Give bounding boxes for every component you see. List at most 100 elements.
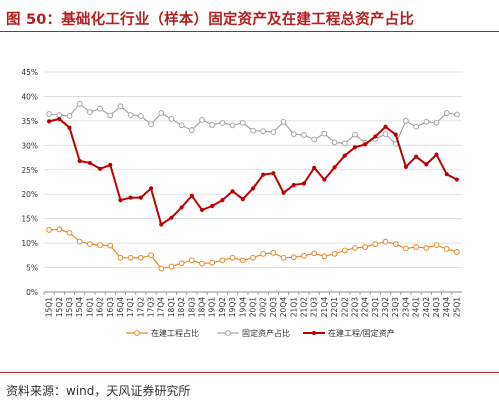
title-underline: [0, 31, 499, 32]
x-tick-label: 18Q1: [167, 297, 176, 317]
data-point-1: [260, 128, 267, 135]
data-point-2: [128, 195, 133, 200]
data-point-2: [352, 145, 358, 150]
data-point-1: [413, 123, 420, 130]
data-point-1: [137, 113, 144, 119]
legend-swatch-marker: [311, 330, 317, 336]
x-tick-label: 19Q1: [208, 297, 217, 317]
data-point-2: [383, 124, 388, 129]
data-point-0: [127, 254, 134, 261]
data-point-2: [454, 177, 460, 182]
data-point-1: [46, 111, 52, 117]
x-tick-label: 21Q1: [289, 297, 298, 317]
data-point-2: [271, 171, 276, 176]
data-point-1: [250, 127, 256, 134]
x-tick-label: 16Q2: [96, 297, 105, 317]
legend-swatch-marker: [225, 330, 231, 336]
data-point-1: [199, 117, 205, 123]
x-tick-label: 19Q4: [238, 297, 247, 317]
data-point-0: [86, 241, 93, 247]
data-point-1: [229, 122, 236, 129]
data-point-1: [97, 105, 103, 112]
x-tick-label: 20Q4: [279, 297, 288, 317]
legend-label: 在建工程/固定资产: [328, 328, 395, 338]
y-tick-label: 15%: [21, 215, 38, 224]
data-point-0: [392, 241, 399, 247]
y-tick-label: 0%: [26, 288, 38, 297]
x-tick-label: 17Q2: [136, 297, 145, 317]
data-point-1: [311, 136, 318, 143]
data-point-1: [270, 129, 277, 136]
data-point-1: [443, 110, 450, 116]
data-point-1: [433, 119, 440, 126]
x-tick-label: 16Q4: [116, 297, 125, 317]
data-point-0: [311, 250, 318, 257]
data-point-1: [423, 118, 430, 125]
data-point-2: [444, 172, 449, 177]
data-point-1: [382, 131, 389, 137]
data-point-0: [137, 254, 144, 261]
data-point-0: [341, 247, 348, 254]
data-point-0: [148, 252, 154, 259]
data-point-0: [117, 254, 124, 261]
data-point-1: [107, 112, 114, 119]
data-point-2: [261, 172, 266, 177]
data-point-0: [46, 227, 52, 233]
data-point-1: [158, 110, 165, 116]
data-point-2: [46, 119, 52, 124]
x-tick-label: 20Q1: [249, 297, 258, 317]
y-tick-label: 20%: [21, 190, 38, 199]
y-tick-label: 10%: [21, 239, 38, 248]
x-tick-label: 16Q3: [106, 297, 115, 317]
x-tick-label: 22Q2: [340, 297, 349, 317]
legend-swatch-marker: [134, 330, 140, 336]
data-point-2: [301, 181, 307, 186]
data-point-1: [56, 112, 63, 118]
y-tick-label: 30%: [21, 141, 38, 150]
data-point-0: [280, 254, 287, 261]
data-point-2: [67, 125, 72, 130]
x-tick-label: 16Q1: [85, 297, 94, 317]
data-point-1: [239, 119, 246, 126]
data-point-2: [230, 189, 235, 194]
data-point-0: [239, 257, 246, 264]
x-tick-label: 20Q3: [269, 297, 278, 317]
data-point-0: [454, 249, 460, 255]
x-tick-label: 24Q3: [432, 297, 441, 317]
x-tick-label: 15Q2: [55, 297, 64, 317]
data-point-2: [210, 203, 215, 209]
data-point-0: [76, 238, 83, 245]
x-tick-label: 25Q1: [452, 297, 461, 317]
x-tick-label: 23Q1: [371, 297, 380, 317]
data-point-1: [352, 131, 358, 138]
y-tick-label: 35%: [21, 117, 38, 126]
data-point-1: [168, 116, 175, 122]
data-point-2: [393, 132, 398, 137]
data-point-2: [291, 182, 296, 188]
data-point-0: [321, 253, 328, 260]
data-point-0: [301, 252, 307, 259]
data-point-0: [188, 257, 195, 264]
data-point-0: [270, 249, 277, 256]
data-point-1: [321, 130, 328, 137]
series-line-0: [49, 228, 458, 270]
x-tick-label: 24Q4: [442, 297, 451, 317]
data-point-1: [178, 122, 185, 129]
data-point-1: [66, 113, 73, 119]
data-point-2: [281, 190, 286, 195]
data-point-2: [199, 207, 205, 212]
data-point-2: [373, 134, 378, 139]
data-point-0: [250, 254, 256, 261]
x-tick-label: 15Q4: [75, 297, 84, 317]
data-point-0: [362, 244, 369, 250]
x-tick-label: 17Q3: [147, 297, 156, 317]
data-point-0: [260, 250, 267, 257]
data-point-2: [97, 166, 103, 171]
legend-label: 固定资产占比: [242, 328, 290, 338]
x-tick-label: 22Q1: [330, 297, 339, 317]
data-point-2: [332, 165, 337, 170]
x-tick-label: 18Q3: [187, 297, 196, 317]
data-point-0: [97, 242, 103, 248]
data-point-2: [312, 165, 317, 170]
x-tick-label: 20Q2: [259, 297, 268, 317]
